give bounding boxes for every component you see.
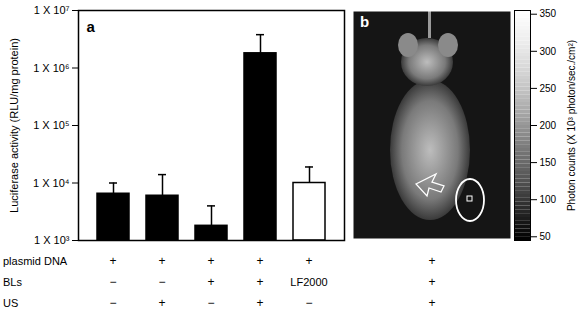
- svg-text:Luciferase activity (RLU/mg pr: Luciferase activity (RLU/mg protein): [8, 38, 20, 213]
- svg-text:1 X 10⁵: 1 X 10⁵: [33, 119, 69, 131]
- svg-text:1 X 10⁶: 1 X 10⁶: [33, 62, 69, 74]
- html-text:US: US: [3, 297, 19, 309]
- svg-text:a: a: [87, 18, 96, 35]
- svg-text:1 X 10⁴: 1 X 10⁴: [33, 177, 70, 189]
- svg-text:50: 50: [540, 231, 552, 242]
- svg-text:300: 300: [540, 46, 557, 57]
- svg-text:Photon counts (X 10³ photon/se: Photon counts (X 10³ photon/sec./cm²): [566, 40, 577, 211]
- svg-text:100: 100: [540, 194, 557, 205]
- svg-text:200: 200: [540, 120, 557, 131]
- html-text:plasmid DNA: plasmid DNA: [3, 255, 68, 267]
- svg-text:350: 350: [540, 8, 557, 19]
- svg-text:1 X 10³: 1 X 10³: [34, 234, 70, 246]
- svg-text:250: 250: [540, 83, 557, 94]
- svg-text:1 X 10⁷: 1 X 10⁷: [34, 4, 70, 16]
- html-text:LF2000: LF2000: [290, 276, 328, 288]
- svg-text:b: b: [360, 13, 369, 30]
- html-text:BLs: BLs: [3, 276, 22, 288]
- svg-text:150: 150: [540, 157, 557, 168]
